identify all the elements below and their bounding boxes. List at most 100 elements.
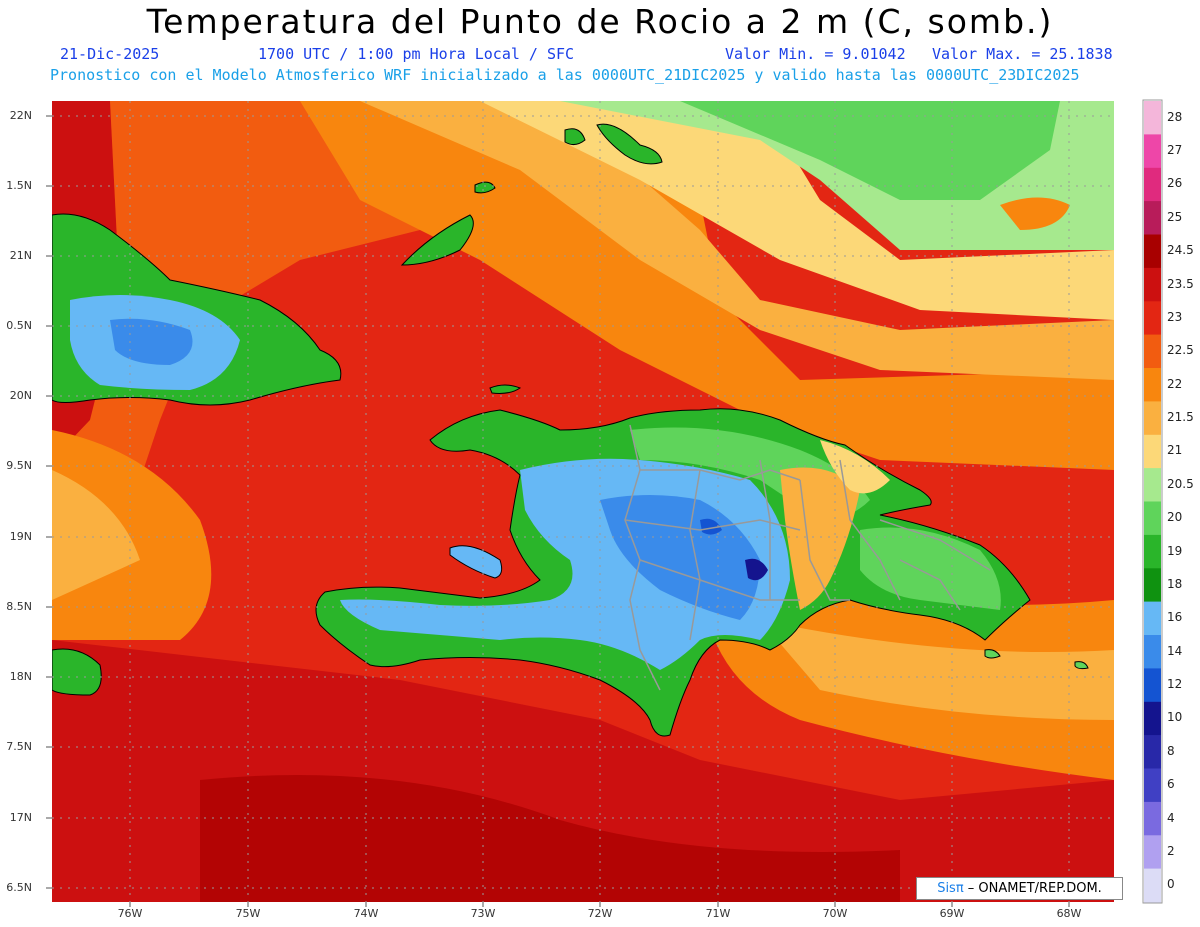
province-borders bbox=[624, 424, 991, 691]
field-orange-w bbox=[52, 430, 212, 640]
land-hispaniola-yellow-ne bbox=[820, 440, 890, 494]
lon-label: 68W bbox=[1056, 907, 1082, 920]
colorbar-swatch bbox=[1144, 368, 1161, 402]
page-title: Temperatura del Punto de Rocio a 2 m (C,… bbox=[146, 2, 1054, 41]
field-green-ne bbox=[680, 101, 1060, 200]
colorbar-label: 26 bbox=[1167, 176, 1183, 191]
colorbar-label: 20.5 bbox=[1167, 476, 1194, 491]
lat-label: 7.5N bbox=[6, 740, 32, 753]
colorbar-label: 12 bbox=[1167, 677, 1183, 692]
field-lightorange-w bbox=[52, 470, 140, 600]
colorbar-swatch bbox=[1144, 334, 1161, 369]
colorbar-swatch bbox=[1144, 568, 1161, 603]
lon-label: 69W bbox=[939, 907, 965, 920]
colorbar-label: 20 bbox=[1167, 510, 1183, 525]
colorbar-swatch bbox=[1144, 301, 1161, 336]
colorbar-label: 28 bbox=[1167, 109, 1183, 124]
colorbar-label: 2 bbox=[1167, 843, 1175, 858]
land-saona bbox=[984, 649, 1001, 659]
colorbar-swatch bbox=[1144, 201, 1161, 235]
colorbar-label: 21.5 bbox=[1167, 410, 1194, 425]
time-label: 1700 UTC / 1:00 pm Hora Local / SFC bbox=[258, 45, 575, 63]
colorbar-label: 14 bbox=[1167, 643, 1183, 658]
lat-label: 17N bbox=[9, 811, 32, 824]
land-cuba-darkblue bbox=[110, 318, 193, 365]
colorbar-swatch bbox=[1144, 534, 1161, 569]
colorbar-label: 0 bbox=[1167, 877, 1175, 892]
land-caicos bbox=[564, 128, 586, 146]
land-inagua bbox=[400, 214, 474, 266]
credit-brand: Sisπ bbox=[937, 881, 964, 896]
colorbar-label: 21 bbox=[1167, 443, 1183, 458]
lat-label: 1.5N bbox=[6, 179, 32, 192]
colorbar-swatch bbox=[1144, 434, 1161, 469]
lat-label: 18N bbox=[9, 670, 32, 683]
colorbar-label: 18 bbox=[1167, 576, 1183, 591]
colorbar-label: 19 bbox=[1167, 543, 1183, 558]
lat-label: 6.5N bbox=[6, 881, 32, 894]
land-hispaniola-orange-c bbox=[780, 467, 860, 610]
colorbar-label: 8 bbox=[1167, 743, 1175, 758]
land-jamaica bbox=[52, 648, 102, 696]
colorbar-label: 25 bbox=[1167, 209, 1183, 224]
colorbar-frame bbox=[1142, 99, 1163, 904]
lat-label: 8.5N bbox=[6, 600, 32, 613]
colorbar-label: 10 bbox=[1167, 710, 1183, 725]
field-lightorange-n bbox=[360, 101, 1114, 380]
colorbar-swatch bbox=[1144, 101, 1161, 135]
lon-label: 75W bbox=[235, 907, 261, 920]
colorbar-label: 23 bbox=[1167, 309, 1183, 324]
credit-text: – ONAMET/REP.DOM. bbox=[963, 881, 1102, 896]
field-lightorange-se bbox=[760, 620, 1114, 720]
lon-label: 74W bbox=[353, 907, 379, 920]
lon-label: 76W bbox=[117, 907, 143, 920]
lat-label: 22N bbox=[9, 109, 32, 122]
colorbar-label: 27 bbox=[1167, 143, 1183, 158]
field-south-deep bbox=[200, 775, 900, 902]
colorbar-swatch bbox=[1144, 768, 1161, 803]
colorbar-label: 23.5 bbox=[1167, 276, 1194, 291]
colorbar-swatch bbox=[1144, 234, 1161, 269]
land-tortuga bbox=[489, 384, 522, 394]
credit-box: Sisπ – ONAMET/REP.DOM. bbox=[916, 877, 1123, 900]
land-mona bbox=[1074, 661, 1089, 670]
colorbar-label: 6 bbox=[1167, 777, 1175, 792]
lon-label: 71W bbox=[705, 907, 731, 920]
lon-label: 73W bbox=[470, 907, 496, 920]
colorbar-swatch bbox=[1144, 701, 1161, 736]
date-label: 21-Dic-2025 bbox=[60, 45, 160, 63]
colorbar-swatch bbox=[1144, 635, 1161, 669]
colorbar-swatch bbox=[1144, 835, 1161, 870]
field-orange-patch-ne bbox=[1000, 197, 1070, 230]
lon-label: 72W bbox=[587, 907, 613, 920]
field-orange-nw bbox=[52, 101, 560, 620]
axis-ticks bbox=[46, 115, 1070, 907]
colorbar-swatch bbox=[1144, 601, 1161, 636]
colorbar-swatch bbox=[1144, 134, 1161, 169]
colorbar-swatch bbox=[1144, 801, 1161, 836]
land-turks bbox=[596, 123, 663, 165]
colorbar-swatch bbox=[1144, 468, 1161, 502]
colorbar-label: 4 bbox=[1167, 810, 1175, 825]
colorbar-swatch bbox=[1144, 668, 1161, 703]
colorbar bbox=[1144, 101, 1161, 903]
lat-label: 9.5N bbox=[6, 459, 32, 472]
colorbar-label: 24.5 bbox=[1167, 243, 1194, 258]
max-value: Valor Max. = 25.1838 bbox=[932, 45, 1113, 63]
colorbar-swatch bbox=[1144, 267, 1161, 302]
colorbar-swatch bbox=[1144, 735, 1161, 769]
colorbar-swatch bbox=[1144, 167, 1161, 202]
model-info: Pronostico con el Modelo Atmosferico WRF… bbox=[50, 66, 1080, 84]
lat-label: 20N bbox=[9, 389, 32, 402]
lat-label: 0.5N bbox=[6, 319, 32, 332]
colorbar-label: 16 bbox=[1167, 610, 1183, 625]
land-hispaniola-min bbox=[745, 558, 768, 581]
colorbar-label: 22.5 bbox=[1167, 343, 1194, 358]
land-hispaniola-low bbox=[700, 518, 722, 535]
colorbar-swatch bbox=[1144, 401, 1161, 436]
land-gonave bbox=[449, 545, 503, 579]
colorbar-swatch bbox=[1144, 501, 1161, 536]
colorbar-label: 22 bbox=[1167, 376, 1183, 391]
graticule bbox=[52, 101, 1114, 902]
